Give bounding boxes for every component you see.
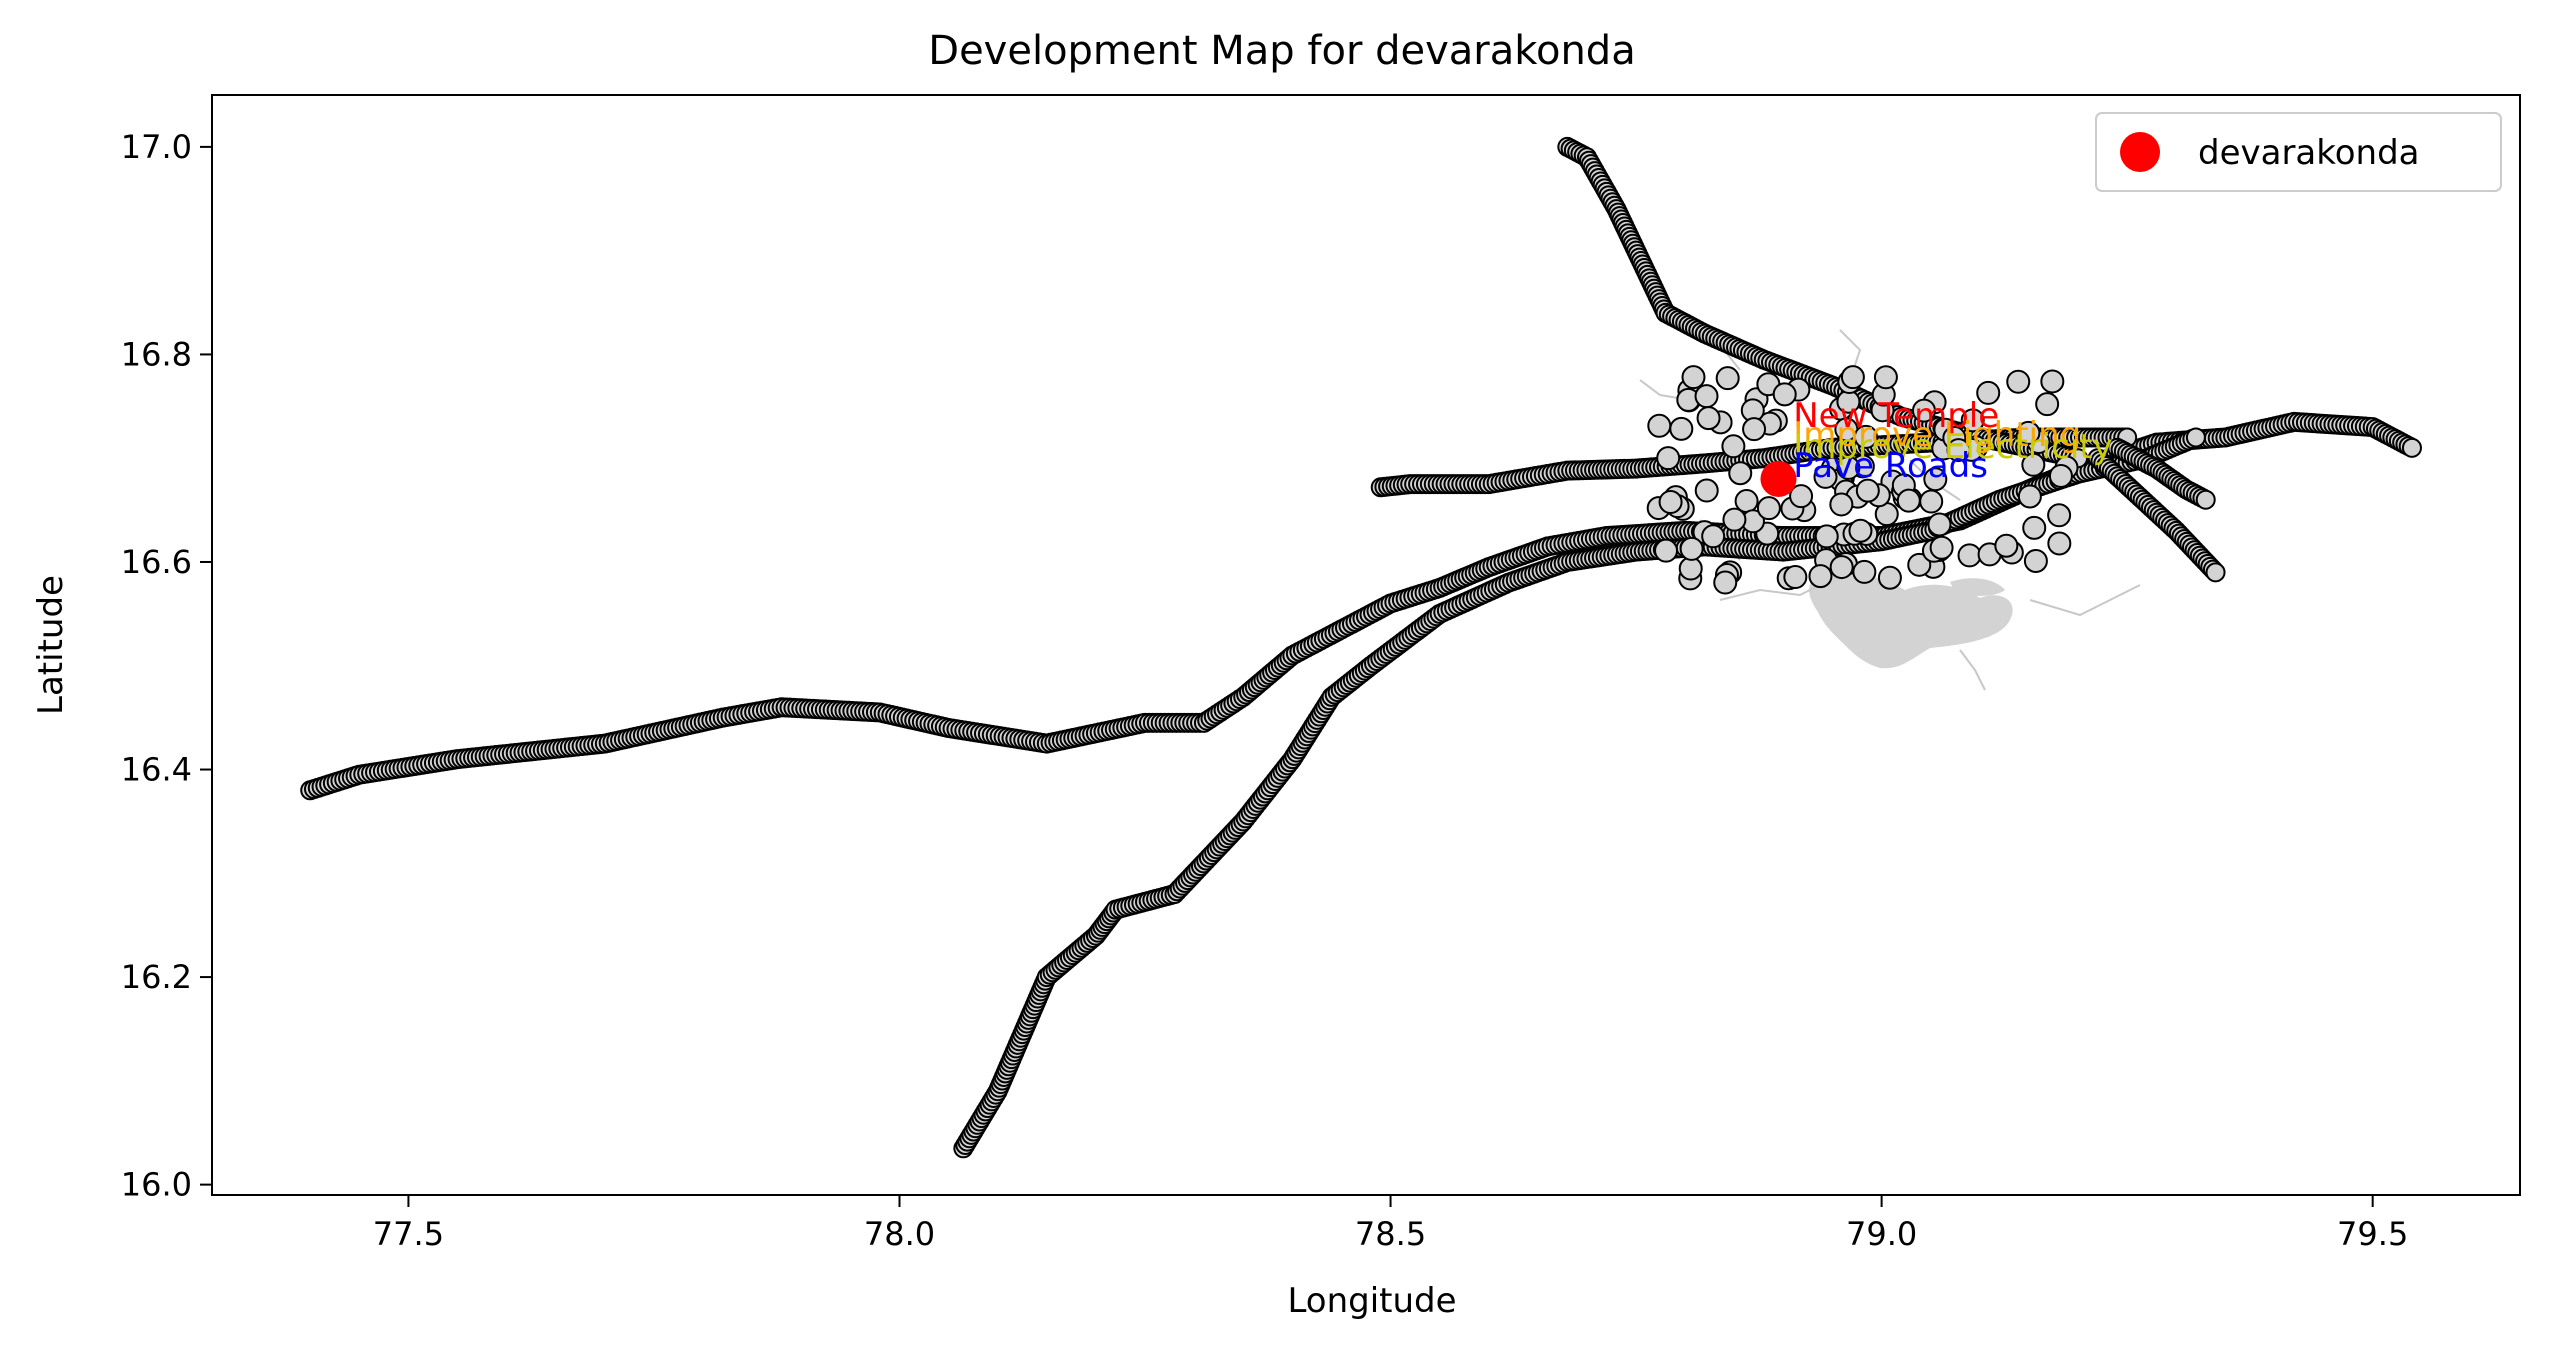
settlement-marker: [2048, 463, 2073, 488]
chart-title: Development Map for devarakonda: [928, 28, 1635, 74]
settlement-marker: [1681, 365, 1706, 390]
town-marker-layer: [1760, 460, 1797, 497]
x-tick-label: 78.5: [1355, 1215, 1426, 1253]
settlement-marker: [2017, 484, 2042, 509]
settlement-marker: [1654, 538, 1679, 563]
settlement-marker: [1678, 556, 1703, 581]
legend-label-devarakonda: devarakonda: [2198, 133, 2420, 173]
settlement-marker: [2023, 548, 2048, 573]
settlement-marker: [1929, 535, 1954, 560]
y-tick-label: 16.4: [121, 751, 192, 789]
settlement-marker: [1829, 555, 1854, 580]
annotation-label: New Temple: [1793, 396, 1999, 436]
settlement-marker: [1911, 398, 1936, 423]
y-tick-label: 16.0: [121, 1166, 192, 1204]
settlement-marker: [2006, 369, 2031, 394]
road-marker: [2401, 437, 2422, 458]
settlement-marker: [1852, 559, 1877, 584]
settlement-marker: [1647, 413, 1672, 438]
settlement-marker: [1728, 461, 1753, 486]
water-body-and-streams: [1639, 329, 2141, 691]
settlement-marker: [1919, 489, 1944, 514]
settlement-marker: [1772, 382, 1797, 407]
road-marker: [2195, 489, 2216, 510]
annotation-label: Pave Roads: [1793, 446, 1988, 486]
settlement-marker: [1836, 455, 1861, 480]
settlement-marker: [2016, 420, 2041, 445]
settlement-marker: [1946, 438, 1971, 463]
y-axis-label: Latitude: [31, 575, 71, 715]
y-tick-label: 16.2: [121, 958, 192, 996]
y-tick-label: 16.8: [121, 335, 192, 373]
settlement-marker: [2040, 369, 2065, 394]
road-marker: [2185, 427, 2206, 448]
settlement-marker: [1783, 565, 1808, 590]
settlement-marker: [2022, 515, 2047, 540]
settlement-marker: [1873, 365, 1898, 390]
settlement-marker: [1742, 417, 1767, 442]
settlement-marker: [1756, 496, 1781, 521]
settlement-marker: [1829, 492, 1854, 517]
x-axis-label: Longitude: [1287, 1281, 1456, 1321]
settlement-marker: [2047, 503, 2072, 528]
settlement-marker: [1840, 365, 1865, 390]
legend-marker-devarakonda: [2120, 132, 2160, 172]
y-axis-ticks: 16.0 16.2 16.4 16.6 16.8 17.0: [121, 128, 212, 1204]
x-tick-label: 78.0: [864, 1215, 935, 1253]
legend: devarakonda: [2095, 112, 2502, 192]
y-tick-label: 16.6: [121, 543, 192, 581]
settlement-marker: [1957, 543, 1982, 568]
annotation-label: Improve Electricity: [1793, 427, 2113, 467]
settlement-marker: [1696, 406, 1721, 431]
settlement-marker: [1701, 524, 1726, 549]
town-marker: [1760, 460, 1797, 497]
settlement-marker: [1656, 446, 1681, 471]
settlement-marker: [2035, 392, 2060, 417]
settlement-marker: [1813, 464, 1838, 489]
settlement-marker: [1848, 518, 1873, 543]
road-marker: [2205, 562, 2226, 583]
settlement-marker: [1853, 424, 1878, 449]
settlement-marker: [1694, 478, 1719, 503]
x-tick-label: 79.0: [1846, 1215, 1917, 1253]
settlement-marker: [2021, 452, 2046, 477]
settlement-marker: [1960, 408, 1985, 433]
plot-frame: [211, 94, 2521, 1196]
settlement-marker: [1715, 366, 1740, 391]
settlement-marker: [1679, 536, 1704, 561]
settlement-marker: [1923, 467, 1948, 492]
settlement-marker: [1976, 380, 2001, 405]
x-axis-ticks: 77.5 78.0 78.5 79.0 79.5: [373, 1195, 2408, 1253]
settlement-marker: [1658, 490, 1683, 515]
settlement-marker: [1877, 565, 1902, 590]
settlement-marker: [1669, 416, 1694, 441]
settlement-markers: [1646, 365, 2079, 595]
settlement-marker: [1721, 434, 1746, 459]
y-tick-label: 17.0: [121, 128, 192, 166]
annotation-label: Improve Lighting: [1793, 415, 2081, 455]
settlement-marker: [1994, 533, 2019, 558]
settlement-marker: [1694, 384, 1719, 409]
settlement-marker: [1713, 570, 1738, 595]
settlement-marker: [1722, 507, 1747, 532]
x-tick-label: 77.5: [373, 1215, 444, 1253]
x-tick-label: 79.5: [2337, 1215, 2408, 1253]
settlement-marker: [2047, 531, 2072, 556]
road-markers: [300, 136, 2422, 1159]
settlement-marker: [1896, 488, 1921, 513]
legend-frame: [2095, 112, 2502, 192]
settlement-marker: [1789, 484, 1814, 509]
settlement-marker: [1814, 524, 1839, 549]
settlement-marker: [1855, 478, 1880, 503]
settlement-marker: [1907, 552, 1932, 577]
settlement-marker: [1927, 512, 1952, 537]
settlement-marker: [1808, 564, 1833, 589]
